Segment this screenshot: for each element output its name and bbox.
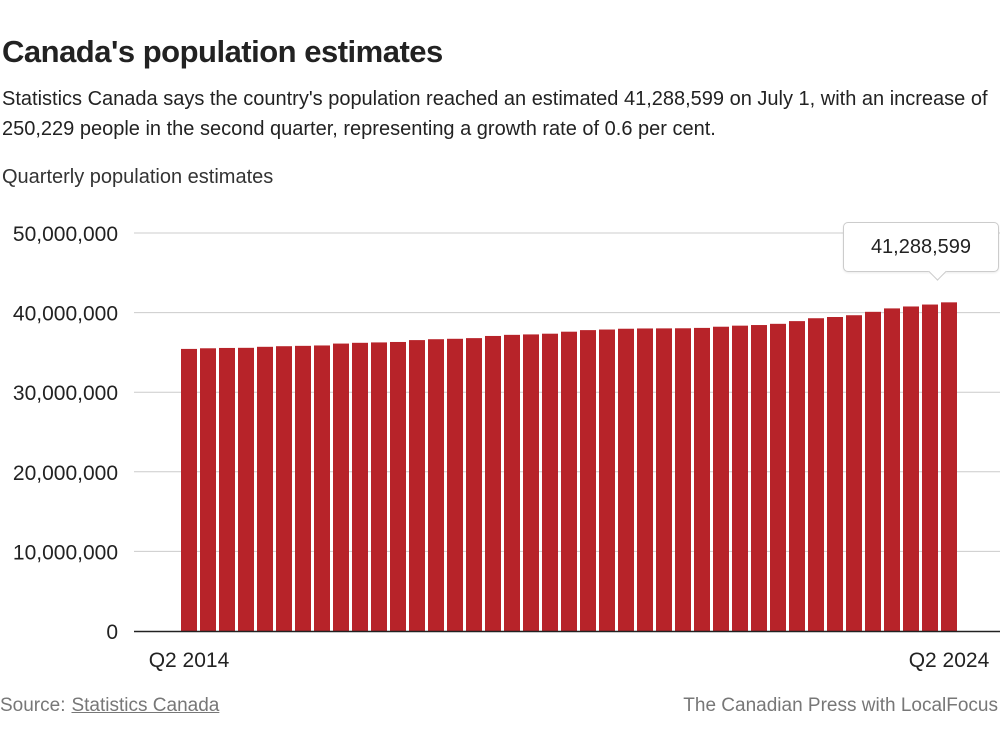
y-tick-label: 20,000,000	[13, 462, 118, 485]
bar	[257, 346, 273, 631]
y-tick-label: 0	[106, 621, 118, 644]
bar	[732, 325, 748, 631]
bar	[219, 347, 235, 631]
bar	[181, 348, 197, 631]
bar	[447, 338, 463, 631]
value-tooltip: 41,288,599	[843, 222, 999, 272]
bar	[504, 334, 520, 631]
bar	[314, 345, 330, 631]
chart-label: Quarterly population estimates	[2, 166, 274, 188]
bar	[295, 345, 311, 631]
bar	[200, 348, 216, 631]
subtitle: Statistics Canada says the country's pop…	[2, 88, 988, 140]
bar	[903, 306, 919, 631]
bar	[656, 328, 672, 631]
bar	[770, 323, 786, 631]
bar	[352, 342, 368, 631]
bar	[485, 335, 501, 631]
bar	[523, 334, 539, 631]
x-tick-label: Q2 2014	[149, 649, 230, 672]
bar	[428, 339, 444, 631]
credit: The Canadian Press with LocalFocus	[683, 695, 998, 716]
bar	[694, 327, 710, 631]
bar	[846, 315, 862, 631]
bar	[808, 318, 824, 631]
bar	[276, 346, 292, 631]
bar	[409, 340, 425, 631]
bar	[333, 343, 349, 631]
bar	[713, 326, 729, 631]
bar	[827, 317, 843, 631]
x-tick-label: Q2 2024	[909, 649, 990, 672]
bar	[466, 338, 482, 631]
bar	[789, 321, 805, 631]
bar	[941, 302, 957, 631]
bar	[542, 333, 558, 631]
bar	[884, 308, 900, 631]
bar	[865, 311, 881, 631]
bar	[637, 328, 653, 631]
bar	[390, 341, 406, 631]
bar	[580, 330, 596, 631]
source-link[interactable]: Statistics Canada	[71, 695, 220, 716]
bar	[922, 304, 938, 631]
y-tick-label: 50,000,000	[13, 223, 118, 246]
page-title: Canada's population estimates	[2, 34, 443, 69]
bar	[561, 331, 577, 631]
y-tick-label: 10,000,000	[13, 541, 118, 564]
bar	[599, 329, 615, 631]
bar	[371, 342, 387, 631]
y-tick-label: 30,000,000	[13, 382, 118, 405]
bar	[238, 347, 254, 631]
source-prefix: Source:	[0, 695, 66, 716]
bar	[675, 328, 691, 631]
source: Source: Statistics Canada	[0, 695, 219, 717]
bar	[618, 328, 634, 631]
y-tick-label: 40,000,000	[13, 303, 118, 326]
bar	[751, 325, 767, 631]
